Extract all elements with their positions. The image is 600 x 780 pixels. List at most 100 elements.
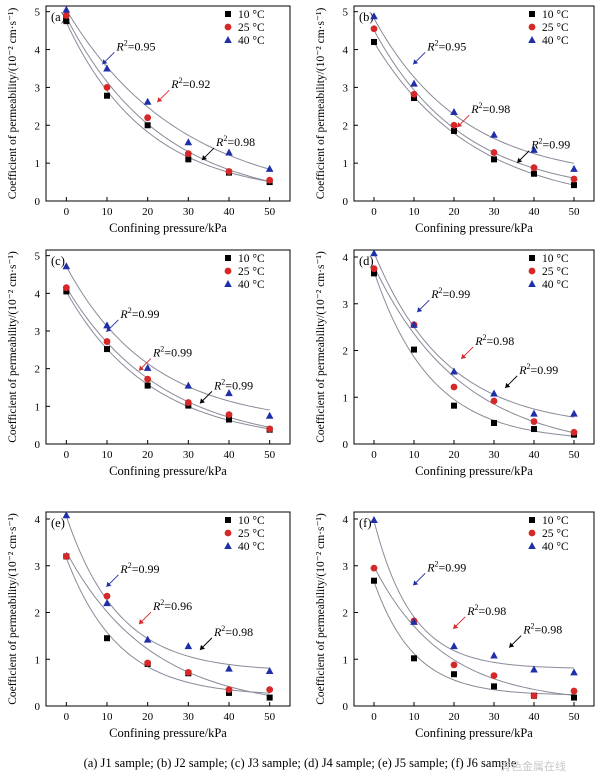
x-tick-label: 30: [183, 711, 195, 723]
legend-marker: [225, 11, 231, 17]
fit-curve: [65, 9, 270, 170]
r2-symbol: R: [213, 625, 222, 639]
plot-frame: [45, 5, 291, 202]
data-point: [411, 655, 417, 662]
data-point: [370, 249, 378, 257]
data-point: [530, 145, 538, 153]
legend-marker: [528, 280, 536, 287]
x-tick-label: 10: [409, 206, 421, 218]
data-point: [266, 694, 273, 701]
data-point: [530, 409, 538, 417]
r2-value: =0.98: [535, 623, 563, 637]
data-point: [144, 375, 152, 383]
legend-marker: [528, 542, 536, 549]
r2-superscript: 2: [435, 559, 439, 568]
data-point: [226, 416, 232, 423]
data-point: [63, 288, 70, 295]
y-tick-label: 3: [343, 82, 349, 94]
y-tick-label: 0: [343, 701, 349, 713]
r2-superscript: 2: [128, 561, 132, 570]
r2-annotation: R2=0.95: [426, 38, 466, 53]
x-tick-label: 40: [529, 206, 541, 218]
data-point: [144, 382, 151, 389]
data-point: [410, 90, 418, 98]
y-tick-label: 2: [343, 346, 349, 358]
data-point: [143, 635, 152, 643]
data-point: [450, 108, 458, 116]
legend-marker: [224, 23, 232, 31]
data-point: [144, 122, 151, 129]
y-axis-label: Coefficient of permeability/(10⁻² cm·s⁻¹…: [7, 8, 19, 200]
r2-annotation: R2=0.98: [213, 624, 253, 639]
fit-curve: [65, 551, 270, 697]
data-point: [103, 592, 111, 600]
r2-arrowhead: [199, 644, 205, 650]
data-point: [410, 320, 418, 328]
r2-value: =0.98: [487, 334, 515, 348]
legend-entry: 40 °C: [542, 279, 569, 291]
data-point: [411, 346, 417, 353]
x-axis-label: Confining pressure/kPa: [109, 464, 227, 478]
r2-superscript: 2: [435, 38, 439, 47]
x-tick-label: 0: [371, 206, 377, 218]
data-point: [62, 511, 71, 519]
y-tick-label: 1: [35, 654, 41, 666]
data-point: [265, 411, 274, 419]
x-tick-label: 40: [529, 449, 541, 461]
y-tick-label: 3: [35, 82, 41, 94]
data-point: [225, 411, 233, 419]
fit-curve: [373, 252, 575, 418]
r2-arrowhead: [461, 353, 467, 359]
r2-symbol: R: [152, 599, 161, 613]
r2-value: =0.98: [483, 102, 511, 116]
x-tick-label: 30: [183, 206, 195, 218]
r2-annotation: R2=0.99: [152, 345, 192, 360]
r2-symbol: R: [518, 363, 527, 377]
r2-superscript: 2: [221, 624, 225, 633]
x-axis-label: Confining pressure/kPa: [415, 726, 533, 740]
x-tick-label: 10: [409, 711, 421, 723]
y-axis-label: Coefficient of permeability/(10⁻² cm·s⁻¹…: [315, 251, 327, 443]
r2-value: =0.99: [132, 562, 160, 576]
r2-arrowhead: [138, 619, 144, 625]
data-point: [570, 175, 578, 183]
y-tick-label: 2: [35, 120, 41, 132]
data-point: [62, 284, 70, 292]
r2-symbol: R: [470, 102, 479, 116]
r2-superscript: 2: [179, 76, 183, 85]
data-point: [225, 168, 233, 175]
fit-curve: [65, 291, 270, 430]
r2-value: =0.98: [479, 604, 507, 618]
y-tick-label: 2: [343, 120, 349, 132]
data-point: [62, 5, 71, 13]
data-point: [530, 164, 538, 172]
legend-marker: [529, 255, 535, 261]
r2-annotation: R2=0.92: [170, 76, 210, 91]
legend-entry: 25 °C: [542, 22, 569, 34]
r2-annotation: R2=0.99: [426, 559, 466, 574]
r2-annotation: R2=0.98: [522, 622, 562, 637]
x-axis-label: Confining pressure/kPa: [109, 726, 227, 740]
r2-value: =0.92: [183, 77, 211, 91]
legend-marker: [225, 517, 231, 523]
r2-superscript: 2: [483, 333, 487, 342]
y-tick-label: 3: [343, 299, 349, 311]
data-point: [451, 671, 457, 678]
data-point: [490, 389, 498, 397]
y-tick-label: 2: [35, 364, 41, 376]
data-point: [371, 577, 377, 584]
legend-entry: 25 °C: [238, 22, 265, 34]
legend-entry: 25 °C: [542, 528, 569, 540]
data-point: [490, 130, 498, 138]
y-tick-label: 5: [343, 7, 349, 19]
data-point: [62, 12, 70, 19]
x-tick-label: 40: [224, 449, 236, 461]
r2-symbol: R: [474, 334, 483, 348]
data-point: [530, 665, 538, 673]
y-tick-label: 0: [35, 701, 41, 713]
data-point: [570, 164, 578, 172]
data-point: [491, 156, 497, 163]
r2-superscript: 2: [539, 137, 543, 146]
legend-entry: 40 °C: [542, 541, 569, 553]
r2-symbol: R: [119, 307, 128, 321]
